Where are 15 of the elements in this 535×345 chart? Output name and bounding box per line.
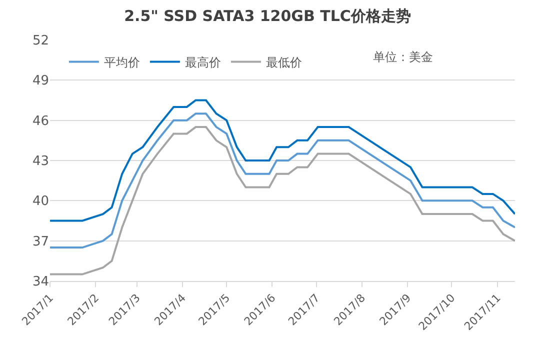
legend-label: 平均价 [104, 55, 140, 70]
legend-label: 最低价 [266, 55, 302, 70]
line-series [50, 126, 515, 276]
legend-label: 最高价 [184, 55, 221, 70]
y-tick-label: 49 [32, 74, 49, 89]
y-tick-label: 34 [32, 274, 49, 290]
y-tick-label: 37 [32, 234, 49, 250]
line-series [50, 112, 515, 249]
y-tick-label: 46 [32, 114, 49, 129]
y-tick-label: 43 [32, 154, 49, 170]
y-tick-label: 52 [32, 34, 49, 49]
chart-title: 2.5" SSD SATA3 120GB TLC价格走势 [124, 6, 411, 25]
line-series [50, 99, 515, 222]
y-tick-label: 40 [32, 194, 49, 210]
annotation: 单位：美金 [373, 50, 433, 64]
